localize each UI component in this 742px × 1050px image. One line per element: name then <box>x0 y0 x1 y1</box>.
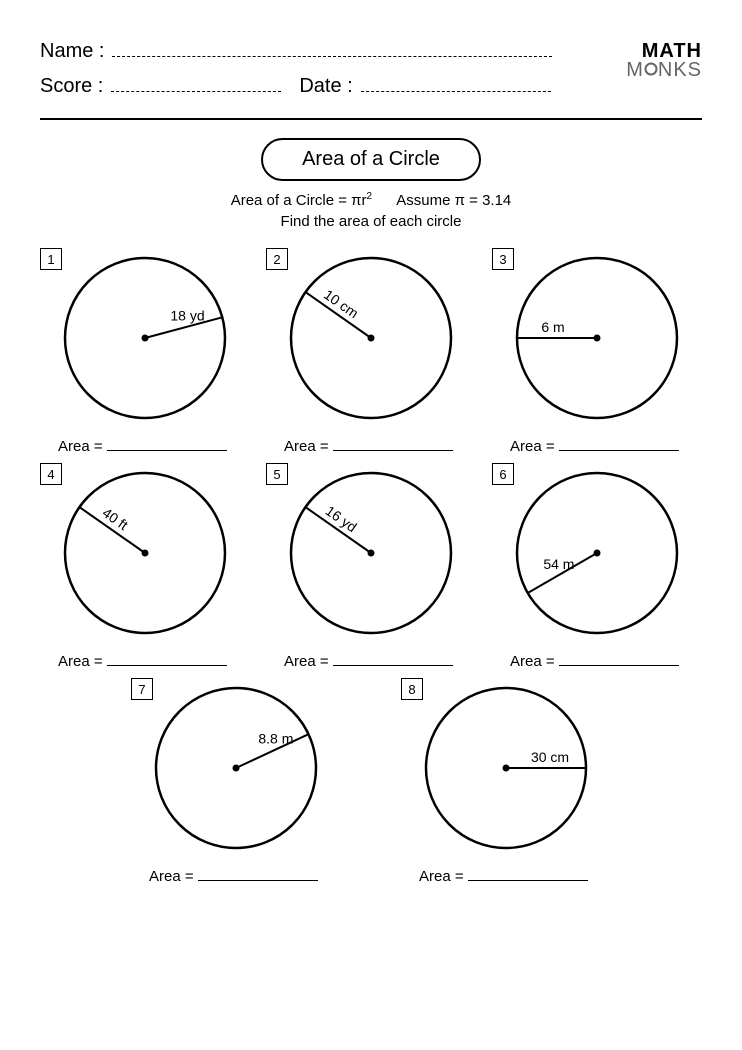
answer-line: Area = <box>492 438 702 455</box>
svg-text:40 ft: 40 ft <box>100 504 132 533</box>
problem-number: 7 <box>131 678 153 700</box>
score-line[interactable] <box>111 91 281 92</box>
answer-label: Area = <box>284 653 329 670</box>
problem-1: 1 18 yd Area = <box>40 248 250 455</box>
problem-5: 5 16 yd Area = <box>266 463 476 670</box>
date-line[interactable] <box>361 91 551 92</box>
answer-line: Area = <box>266 653 476 670</box>
worksheet-title: Area of a Circle <box>261 138 481 181</box>
answer-line: Area = <box>492 653 702 670</box>
answer-blank[interactable] <box>107 450 227 451</box>
answer-label: Area = <box>510 438 555 455</box>
math-monks-logo: MATH MNKS <box>626 42 702 80</box>
answer-blank[interactable] <box>559 665 679 666</box>
header-fields: Name : Score : Date : <box>40 40 614 110</box>
answer-line: Area = <box>131 868 341 885</box>
problem-number: 5 <box>266 463 288 485</box>
problem-6: 6 54 m Area = <box>492 463 702 670</box>
svg-text:6 m: 6 m <box>541 319 564 335</box>
header-divider <box>40 118 702 120</box>
answer-blank[interactable] <box>333 450 453 451</box>
problems-grid: 1 18 yd Area = 2 10 cm Area = 3 <box>40 248 702 885</box>
circle-diagram: 8.8 m <box>146 678 326 858</box>
answer-label: Area = <box>510 653 555 670</box>
problem-7: 7 8.8 m Area = <box>131 678 341 885</box>
answer-line: Area = <box>401 868 611 885</box>
formula-text: Area of a Circle = πr <box>231 192 367 209</box>
answer-blank[interactable] <box>333 665 453 666</box>
formula-line: Area of a Circle = πr2 Assume π = 3.14 <box>40 191 702 209</box>
formula-exp: 2 <box>367 191 373 202</box>
circle-diagram: 54 m <box>507 463 687 643</box>
problem-number: 3 <box>492 248 514 270</box>
circle-diagram: 16 yd <box>281 463 461 643</box>
svg-text:8.8 m: 8.8 m <box>258 730 293 746</box>
answer-blank[interactable] <box>198 880 318 881</box>
answer-blank[interactable] <box>107 665 227 666</box>
problem-8: 8 30 cm Area = <box>401 678 611 885</box>
answer-line: Area = <box>266 438 476 455</box>
row-3: 7 8.8 m Area = 8 30 cm Area = <box>40 678 702 885</box>
problem-2: 2 10 cm Area = <box>266 248 476 455</box>
problem-4: 4 40 ft Area = <box>40 463 250 670</box>
name-line[interactable] <box>112 56 552 57</box>
score-date-field: Score : Date : <box>40 75 614 98</box>
problem-number: 2 <box>266 248 288 270</box>
date-label: Date : <box>299 75 352 98</box>
answer-label: Area = <box>419 868 464 885</box>
instruction: Find the area of each circle <box>40 213 702 230</box>
circle-diagram: 40 ft <box>55 463 235 643</box>
circle-diagram: 6 m <box>507 248 687 428</box>
answer-blank[interactable] <box>468 880 588 881</box>
problem-3: 3 6 m Area = <box>492 248 702 455</box>
circle-diagram: 10 cm <box>281 248 461 428</box>
problem-number: 4 <box>40 463 62 485</box>
answer-label: Area = <box>284 438 329 455</box>
row-1: 1 18 yd Area = 2 10 cm Area = 3 <box>40 248 702 455</box>
circle-diagram: 18 yd <box>55 248 235 428</box>
problem-number: 8 <box>401 678 423 700</box>
name-label: Name : <box>40 40 104 63</box>
header: Name : Score : Date : MATH MNKS <box>40 40 702 110</box>
row-2: 4 40 ft Area = 5 16 yd Area = 6 <box>40 463 702 670</box>
answer-line: Area = <box>40 653 250 670</box>
svg-text:54 m: 54 m <box>543 556 574 572</box>
svg-text:16 yd: 16 yd <box>323 502 360 535</box>
answer-line: Area = <box>40 438 250 455</box>
assume-text: Assume π = 3.14 <box>396 192 511 209</box>
logo-bottom: MNKS <box>626 61 702 80</box>
problem-number: 6 <box>492 463 514 485</box>
problem-number: 1 <box>40 248 62 270</box>
answer-blank[interactable] <box>559 450 679 451</box>
answer-label: Area = <box>58 653 103 670</box>
svg-text:18 yd: 18 yd <box>170 308 204 324</box>
answer-label: Area = <box>58 438 103 455</box>
name-field: Name : <box>40 40 614 63</box>
circle-diagram: 30 cm <box>416 678 596 858</box>
answer-label: Area = <box>149 868 194 885</box>
svg-text:30 cm: 30 cm <box>531 749 569 765</box>
score-label: Score : <box>40 75 103 98</box>
